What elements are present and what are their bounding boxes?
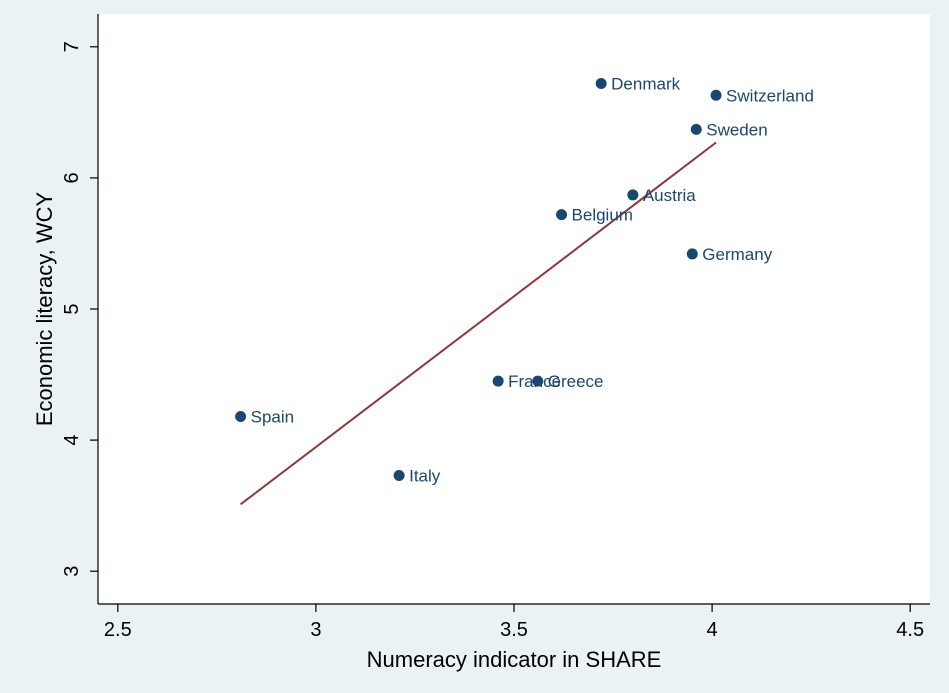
- point-marker: [595, 77, 607, 89]
- point-marker: [235, 411, 247, 423]
- point-label: Denmark: [611, 74, 680, 93]
- point-marker: [710, 89, 722, 101]
- fit-line-group: [240, 141, 717, 506]
- y-tick-label: 6: [61, 172, 83, 183]
- point-marker: [627, 189, 639, 201]
- data-point-belgium: Belgium: [556, 206, 633, 225]
- data-point-denmark: Denmark: [595, 74, 681, 93]
- point-marker: [492, 375, 504, 387]
- point-marker: [690, 123, 702, 135]
- x-axis: 2.5 3 3.5 4 4.5: [98, 603, 930, 641]
- data-point-austria: Austria: [627, 186, 696, 205]
- data-point-germany: Germany: [686, 245, 773, 264]
- point-label: Switzerland: [726, 86, 814, 105]
- point-label: Germany: [702, 245, 772, 264]
- y-tick-label: 3: [61, 566, 83, 577]
- x-tick-label: 4.5: [896, 619, 924, 641]
- y-axis-title: Economic literacy, WCY: [32, 192, 57, 427]
- data-point-switzerland: Switzerland: [710, 86, 814, 105]
- data-point-italy: Italy: [393, 467, 441, 486]
- x-axis-title: Numeracy indicator in SHARE: [367, 647, 662, 672]
- point-group: SpainItalyFranceGreeceBelgiumDenmarkAust…: [235, 74, 814, 486]
- point-label: Austria: [643, 186, 696, 205]
- data-point-sweden: Sweden: [690, 120, 768, 139]
- point-marker: [686, 248, 698, 260]
- point-label: Greece: [548, 372, 604, 391]
- y-tick-label: 7: [61, 41, 83, 52]
- data-point-spain: Spain: [235, 408, 294, 427]
- x-tick-label: 3.5: [500, 619, 528, 641]
- point-label: Spain: [251, 408, 294, 427]
- y-tick-label: 5: [61, 303, 83, 314]
- point-marker: [393, 470, 405, 482]
- x-tick-label: 4: [707, 619, 718, 641]
- point-label: Sweden: [706, 120, 767, 139]
- point-marker: [556, 209, 568, 221]
- point-label: Belgium: [572, 206, 633, 225]
- x-tick-label: 3: [310, 619, 321, 641]
- x-tick-label: 2.5: [104, 619, 132, 641]
- y-tick-label: 4: [61, 435, 83, 446]
- y-axis: 3 4 5 6 7: [61, 14, 99, 604]
- plot-area: [98, 14, 930, 604]
- point-label: Italy: [409, 467, 441, 486]
- fit-line: [240, 141, 717, 506]
- data-point-greece: Greece: [532, 372, 604, 391]
- point-marker: [532, 375, 544, 387]
